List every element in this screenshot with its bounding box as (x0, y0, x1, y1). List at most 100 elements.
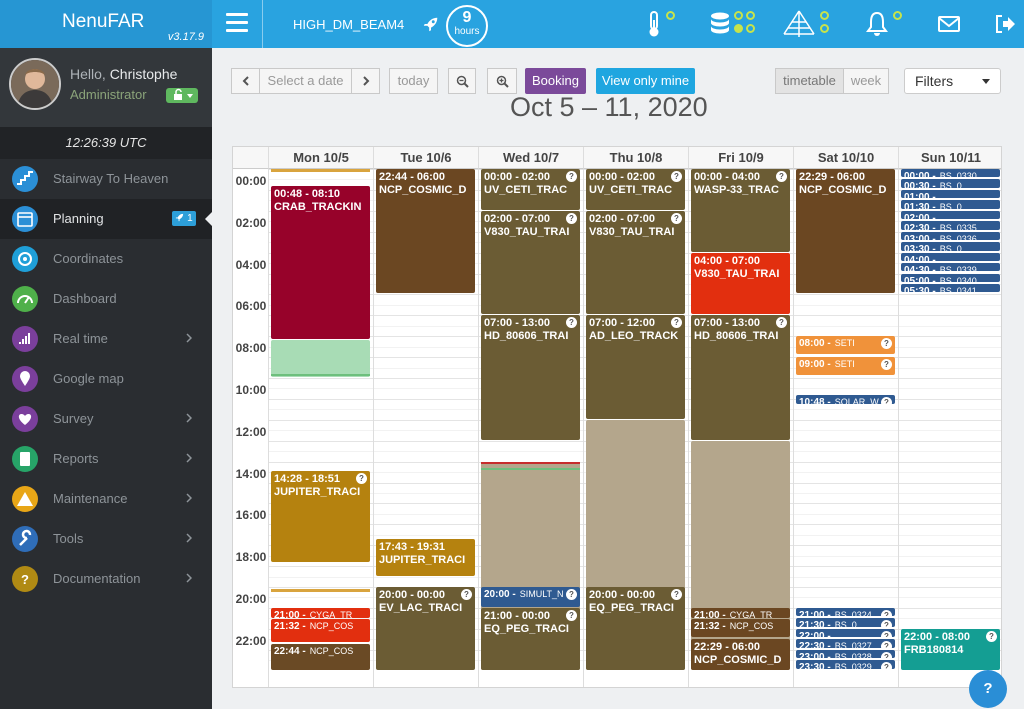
sidebar-item-reports[interactable]: Reports (0, 439, 212, 479)
calendar-event[interactable]: 00:30 - BS_0 (901, 179, 1000, 188)
calendar-event[interactable]: 05:30 - BS_0341 (901, 283, 1000, 293)
calendar-event[interactable]: 04:30 - BS_0339 (901, 263, 1000, 272)
question-icon[interactable]: ? (881, 620, 892, 627)
sidebar-item-tools[interactable]: Tools (0, 519, 212, 559)
question-icon[interactable]: ? (566, 589, 577, 600)
thermometer-icon[interactable] (644, 10, 664, 38)
sidebar-item-documentation[interactable]: ? Documentation (0, 559, 212, 599)
calendar-event[interactable]: 21:32 - NCP_COS (691, 618, 790, 638)
calendar-event[interactable]: 20:00 - 00:00 EQ_PEG_TRACI? (586, 587, 685, 670)
sidebar-item-stairway-to-heaven[interactable]: Stairway To Heaven (0, 159, 212, 199)
bell-icon[interactable] (866, 10, 888, 38)
question-icon[interactable]: ? (986, 630, 997, 642)
next-week-button[interactable] (351, 68, 380, 94)
calendar-event[interactable]: 23:00 - BS_0328? (796, 649, 895, 659)
calendar-event[interactable]: 01:00 - (901, 189, 1000, 199)
calendar-event[interactable]: 21:32 - NCP_COS (271, 618, 370, 643)
view-only-mine-button[interactable]: View only mine (596, 68, 695, 94)
calendar-event[interactable]: 22:00 - 08:00 FRB180814? (901, 628, 1000, 670)
question-icon[interactable]: ? (881, 338, 892, 350)
logout-icon[interactable] (994, 10, 1016, 38)
calendar-event[interactable]: 21:00 - 00:00 EQ_PEG_TRACI? (481, 607, 580, 670)
calendar-event[interactable]: 09:00 - SETI? (796, 357, 895, 375)
calendar-event[interactable]: 00:48 - 08:10 CRAB_TRACKIN (271, 185, 370, 339)
zoom-in-icon[interactable] (487, 68, 517, 94)
question-icon[interactable]: ? (671, 317, 682, 329)
calendar-event[interactable]: 20:00 - SIMULT_N? (481, 587, 580, 607)
calendar-event[interactable]: 08:00 - SETI? (796, 336, 895, 354)
question-icon[interactable]: ? (461, 589, 472, 600)
question-icon[interactable]: ? (566, 609, 577, 621)
antenna-icon[interactable] (782, 10, 816, 38)
calendar-event[interactable]: 01:30 - BS_0 (901, 200, 1000, 209)
calendar-event[interactable]: 10:48 - SOLAR_W? (796, 394, 895, 405)
calendar-event[interactable]: 03:30 - BS_0 (901, 242, 1000, 251)
calendar-event[interactable]: 17:43 - 19:31 JUPITER_TRACI (376, 539, 475, 576)
calendar-event[interactable]: 22:30 - BS_0327? (796, 639, 895, 648)
sidebar-item-coordinates[interactable]: Coordinates (0, 239, 212, 279)
calendar-event[interactable]: 22:44 - 06:00 NCP_COSMIC_D (376, 169, 475, 294)
calendar-event[interactable]: 20:00 - 00:00 EV_LAC_TRACI? (376, 587, 475, 670)
calendar-event[interactable]: 04:00 - (901, 252, 1000, 261)
avatar[interactable] (9, 58, 61, 110)
calendar-event[interactable]: 22:44 - NCP_COS (271, 644, 370, 670)
filters-dropdown[interactable]: Filters (904, 68, 1001, 94)
database-icon[interactable] (708, 10, 732, 38)
question-icon[interactable]: ? (881, 641, 892, 648)
sidebar-item-maintenance[interactable]: Maintenance (0, 479, 212, 519)
question-icon[interactable]: ? (881, 630, 892, 638)
sidebar-item-dashboard[interactable]: Dashboard (0, 279, 212, 319)
calendar-event[interactable]: 00:00 - 02:00 UV_CETI_TRAC? (586, 169, 685, 210)
question-icon[interactable]: ? (881, 609, 892, 617)
calendar-event[interactable]: 04:00 - 07:00 V830_TAU_TRAI (691, 252, 790, 315)
calendar-event[interactable]: 07:00 - 13:00 HD_80606_TRAI? (481, 315, 580, 440)
calendar-event[interactable]: 07:00 - 13:00 HD_80606_TRAI? (691, 315, 790, 440)
calendar-event[interactable]: 02:00 - 07:00 V830_TAU_TRAI? (586, 210, 685, 315)
calendar-event[interactable]: 02:00 - (901, 210, 1000, 220)
booking-button[interactable]: Booking (525, 68, 586, 94)
sidebar-item-planning[interactable]: Planning 1 (0, 199, 212, 239)
today-button[interactable]: today (389, 68, 438, 94)
timetable-view-button[interactable]: timetable (775, 68, 844, 94)
calendar-event[interactable]: 00:00 - BS_0330 (901, 169, 1000, 178)
sidebar-item-survey[interactable]: Survey (0, 399, 212, 439)
calendar-event[interactable]: 07:00 - 12:00 AD_LEO_TRACK? (586, 315, 685, 419)
sidebar-item-google-map[interactable]: Google map (0, 359, 212, 399)
calendar-event[interactable]: 21:00 - CYGA_TR (691, 607, 790, 618)
lock-toggle-button[interactable] (166, 88, 198, 103)
question-icon[interactable]: ? (356, 473, 367, 485)
question-icon[interactable]: ? (881, 651, 892, 659)
select-date-button[interactable]: Select a date (259, 68, 352, 94)
week-view-button[interactable]: week (843, 68, 889, 94)
calendar-event[interactable]: 21:30 - BS_0? (796, 618, 895, 627)
calendar-event[interactable]: 22:29 - 06:00 NCP_COSMIC_D (691, 638, 790, 670)
question-icon[interactable]: ? (566, 317, 577, 329)
calendar-event[interactable]: 03:00 - BS_0336 (901, 231, 1000, 241)
menu-icon[interactable] (226, 13, 248, 35)
calendar-event[interactable]: 22:29 - 06:00 NCP_COSMIC_D (796, 169, 895, 294)
mail-icon[interactable] (937, 10, 961, 38)
help-button[interactable]: ? (969, 670, 1007, 708)
question-icon[interactable]: ? (671, 212, 682, 224)
beam-name[interactable]: HIGH_DM_BEAM4 (293, 17, 405, 32)
zoom-out-icon[interactable] (448, 68, 476, 94)
question-icon[interactable]: ? (566, 171, 577, 182)
prev-week-button[interactable] (231, 68, 260, 94)
calendar-event[interactable]: 00:00 - 02:00 UV_CETI_TRAC? (481, 169, 580, 210)
calendar-event[interactable]: 14:28 - 18:51 JUPITER_TRACI? (271, 471, 370, 562)
question-icon[interactable]: ? (881, 662, 892, 669)
question-icon[interactable]: ? (776, 171, 787, 182)
calendar-event[interactable]: 02:30 - BS_0335 (901, 221, 1000, 230)
calendar-event[interactable]: 05:00 - BS_0340 (901, 273, 1000, 282)
calendar-event[interactable]: 02:00 - 07:00 V830_TAU_TRAI? (481, 210, 580, 315)
sidebar-item-real-time[interactable]: Real time (0, 319, 212, 359)
question-icon[interactable]: ? (671, 171, 682, 182)
question-icon[interactable]: ? (776, 317, 787, 329)
calendar-event[interactable]: 21:00 - CYGA_TR (271, 607, 370, 618)
question-icon[interactable]: ? (671, 589, 682, 600)
calendar-event[interactable]: 21:00 - BS_0324? (796, 607, 895, 617)
question-icon[interactable]: ? (881, 396, 892, 405)
question-icon[interactable]: ? (881, 359, 892, 371)
calendar-event[interactable]: 00:00 - 04:00 WASP-33_TRAC? (691, 169, 790, 252)
calendar-event[interactable]: 23:30 - BS_0329? (796, 660, 895, 669)
